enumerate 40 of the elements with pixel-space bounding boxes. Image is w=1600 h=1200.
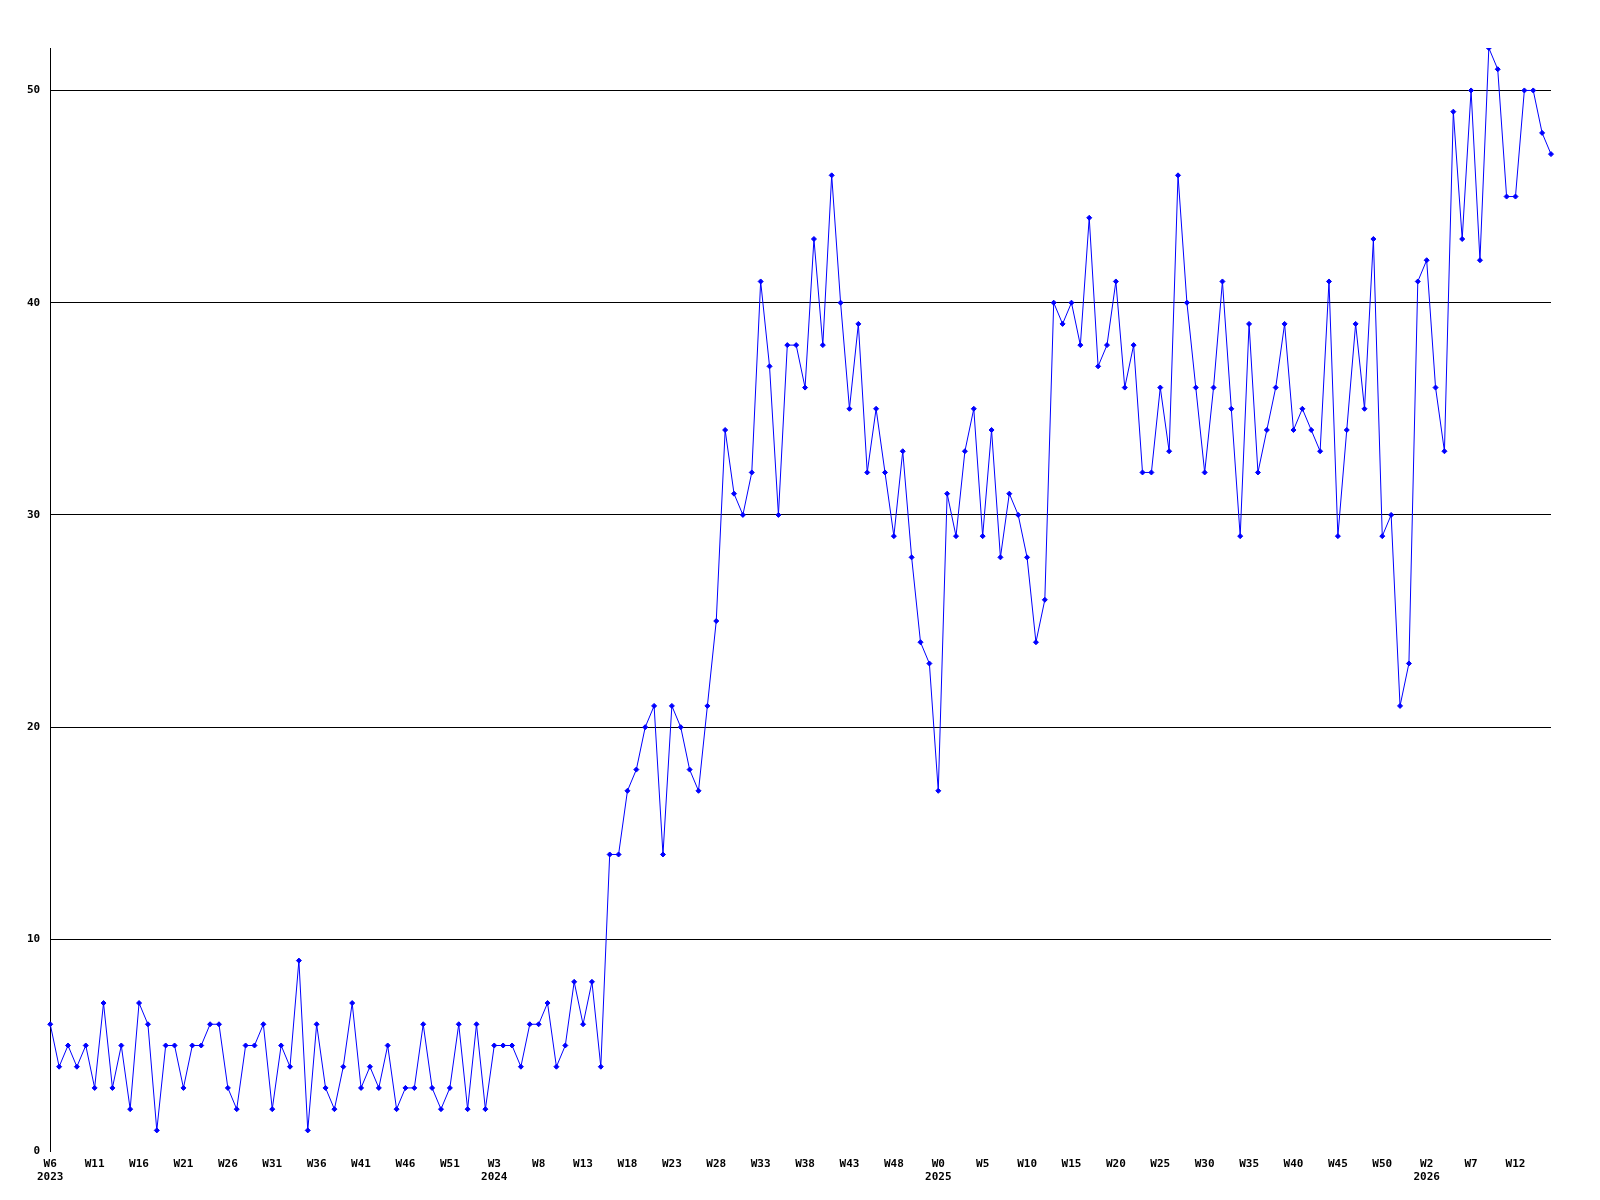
x-tick-label: W31 [262, 1157, 283, 1171]
x-tick-label: W3 2024 [481, 1157, 508, 1184]
x-tick-label: W25 [1150, 1157, 1171, 1171]
x-tick-label: W8 [532, 1157, 546, 1171]
x-tick-label: W16 [129, 1157, 150, 1171]
x-tick-label: W5 [976, 1157, 990, 1171]
x-tick-label: W2 2026 [1413, 1157, 1441, 1184]
x-tick-label: W6 2023 [37, 1157, 64, 1184]
y-tick-label: 10 [27, 932, 41, 946]
x-tick-label: W23 [661, 1157, 682, 1171]
y-tick-label: 40 [27, 295, 41, 309]
x-tick-label: W13 [573, 1157, 593, 1171]
x-tick-label: W46 [395, 1157, 416, 1171]
y-tick-label: 30 [27, 507, 41, 521]
x-tick-label: W51 [439, 1157, 461, 1171]
x-tick-label: W36 [306, 1157, 327, 1171]
x-tick-label: W40 [1283, 1157, 1304, 1171]
x-tick-label: W35 [1239, 1157, 1260, 1171]
x-tick-label: W12 [1505, 1157, 1526, 1171]
x-tick-label: W21 [173, 1157, 194, 1171]
x-tick-label: W15 [1061, 1157, 1082, 1171]
x-tick-label: W41 [351, 1157, 372, 1171]
x-tick-label: W11 [84, 1157, 105, 1171]
x-tick-label: W48 [883, 1157, 904, 1171]
y-tick-label: 0 [33, 1144, 41, 1158]
x-tick-label: W38 [795, 1157, 815, 1171]
x-tick-label: W50 [1372, 1157, 1393, 1171]
x-tick-label: W0 2025 [925, 1157, 952, 1184]
y-tick-label: 20 [27, 720, 41, 733]
x-tick-label: W20 [1105, 1157, 1126, 1171]
x-tick-label: W33 [750, 1157, 771, 1171]
x-tick-label: W45 [1327, 1157, 1348, 1171]
x-tick-label: W7 [1464, 1157, 1478, 1171]
x-tick-label: W28 [706, 1157, 727, 1171]
x-tick-label: W26 [217, 1157, 239, 1171]
x-tick-label: W18 [617, 1157, 638, 1171]
x-tick-label: W10 [1017, 1157, 1038, 1171]
y-tick-label: 50 [27, 83, 41, 97]
x-tick-label: W30 [1194, 1157, 1215, 1171]
x-tick-label: W43 [839, 1157, 860, 1171]
